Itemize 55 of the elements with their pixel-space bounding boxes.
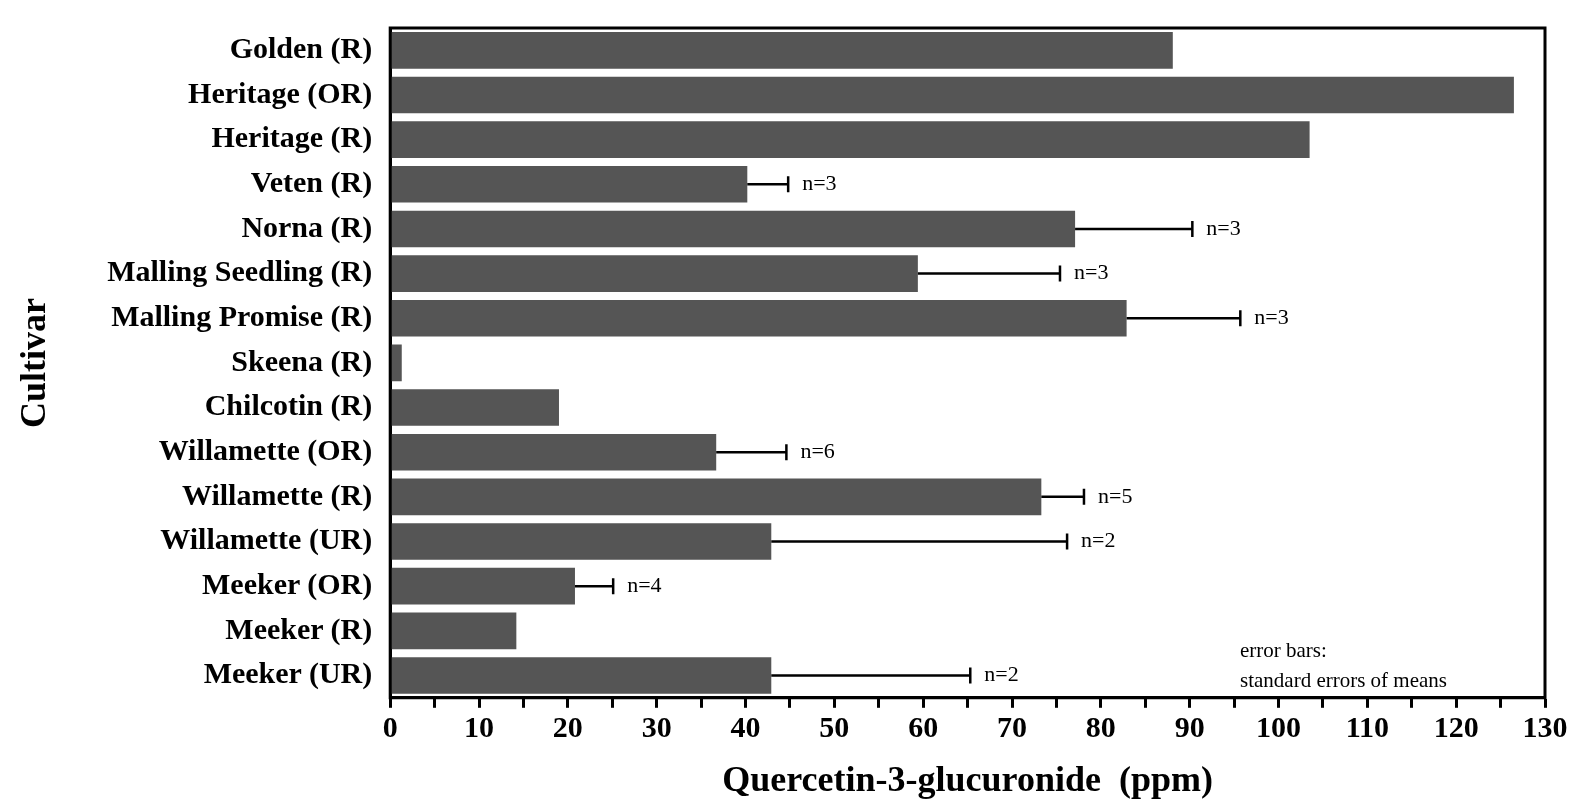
y-tick-label: Chilcotin (R): [204, 388, 373, 423]
x-tick-label: 20: [552, 709, 583, 743]
y-tick-label: Veten (R): [250, 165, 373, 200]
x-tick-label: 120: [1433, 709, 1479, 743]
x-tick-label: 70: [997, 709, 1028, 743]
x-tick-label: 40: [730, 709, 761, 743]
y-tick-label: Meeker (UR): [203, 656, 373, 691]
bar: [390, 478, 1042, 516]
y-tick-label: Meeker (R): [225, 611, 373, 646]
annotation: n=2: [1081, 527, 1116, 553]
bar: [390, 76, 1514, 114]
x-axis-title: Quercetin-3-glucuronide (ppm): [722, 758, 1213, 799]
y-tick-label: Willamette (OR): [158, 432, 373, 467]
y-tick-label: Malling Promise (R): [111, 299, 373, 333]
x-tick-label: 100: [1256, 709, 1302, 743]
bar: [390, 255, 918, 292]
bar: [390, 523, 772, 560]
annotation: n=3: [1206, 214, 1241, 240]
y-tick-label: Skeena (R): [231, 343, 373, 378]
bar: [390, 612, 517, 650]
x-tick-label: 60: [908, 709, 939, 743]
annotation: n=3: [802, 170, 837, 196]
annotation: n=3: [1254, 304, 1289, 330]
bar: [390, 210, 1076, 248]
annotation: n=6: [800, 437, 835, 463]
x-tick-label: 50: [819, 709, 850, 743]
x-tick-label: 130: [1522, 709, 1568, 743]
y-tick-label: Heritage (OR): [188, 75, 373, 110]
y-tick-label: Willamette (UR): [160, 522, 373, 557]
annotation: n=2: [984, 661, 1019, 687]
y-tick-label: Malling Seedling (R): [107, 254, 373, 289]
y-tick-label: Willamette (R): [181, 477, 373, 512]
bar: [390, 433, 717, 471]
y-tick-label: Golden (R): [229, 31, 373, 66]
y-tick-label: Heritage (R): [211, 120, 373, 155]
x-tick-label: 0: [382, 709, 398, 743]
bar: [390, 121, 1310, 158]
x-tick-label: 10: [464, 709, 495, 743]
bar: [390, 389, 559, 426]
bar: [390, 165, 748, 203]
x-tick-label: 90: [1174, 709, 1205, 743]
bar: [390, 567, 575, 605]
annotation: n=5: [1097, 482, 1133, 508]
annotation: n=3: [1073, 259, 1109, 285]
x-tick-label: 110: [1345, 709, 1390, 743]
bar: [390, 299, 1127, 337]
annotation: error bars: standard errors of means: [1240, 637, 1448, 692]
x-tick-label: 30: [641, 709, 672, 743]
bar: [390, 32, 1173, 69]
bar: [390, 657, 772, 694]
y-tick-label: Meeker (OR): [202, 566, 373, 601]
x-tick-label: 80: [1085, 709, 1116, 743]
y-axis-title: Cultivar: [12, 297, 53, 428]
annotation: n=4: [627, 571, 662, 597]
y-tick-label: Norna (R): [241, 209, 373, 244]
